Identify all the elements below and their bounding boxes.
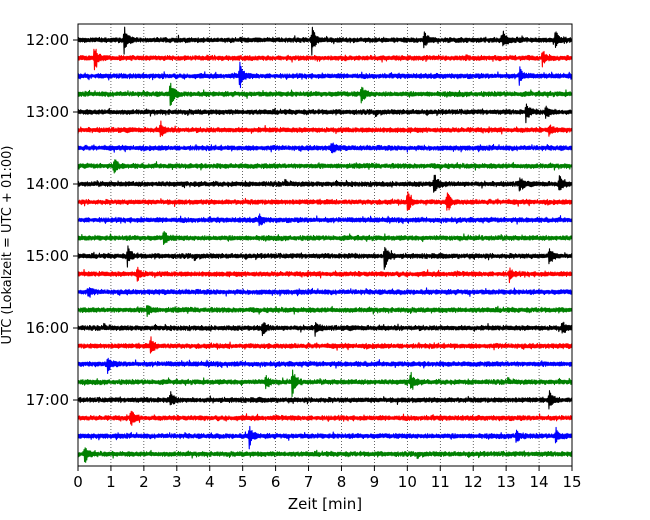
y-tick-label-1: 13:00 bbox=[26, 103, 69, 121]
x-tick-label-1: 1 bbox=[106, 473, 116, 491]
trace-row-10 bbox=[77, 213, 573, 227]
trace-row-2 bbox=[77, 61, 573, 89]
x-tick-label-5: 5 bbox=[238, 473, 248, 491]
trace-row-23 bbox=[77, 447, 573, 463]
trace-group bbox=[77, 26, 573, 463]
y-tick-label-2: 14:00 bbox=[26, 175, 69, 193]
trace-row-16 bbox=[77, 321, 573, 337]
trace-row-13 bbox=[77, 266, 573, 284]
trace-row-1 bbox=[77, 48, 573, 71]
trace-row-5 bbox=[77, 120, 573, 138]
trace-row-14 bbox=[77, 287, 573, 298]
y-axis-label: UTC (Lokalzeit = UTC + 01:00) bbox=[0, 146, 15, 345]
trace-row-9 bbox=[77, 191, 573, 211]
x-tick-label-3: 3 bbox=[172, 473, 182, 491]
y-tick-label-4: 16:00 bbox=[26, 319, 69, 337]
x-tick-label-15: 15 bbox=[562, 473, 581, 491]
x-tick-label-7: 7 bbox=[304, 473, 314, 491]
trace-row-3 bbox=[77, 82, 573, 107]
trace-row-4 bbox=[77, 103, 573, 124]
trace-row-0 bbox=[77, 26, 573, 56]
y-tick-label-5: 17:00 bbox=[26, 391, 69, 409]
x-tick-label-4: 4 bbox=[205, 473, 215, 491]
x-tick-label-0: 0 bbox=[73, 473, 83, 491]
x-tick-label-8: 8 bbox=[337, 473, 347, 491]
plot-frame bbox=[77, 23, 573, 467]
trace-row-11 bbox=[77, 230, 573, 246]
x-tick-label-14: 14 bbox=[530, 473, 549, 491]
x-tick-label-13: 13 bbox=[497, 473, 516, 491]
trace-row-21 bbox=[77, 410, 573, 426]
trace-row-22 bbox=[77, 425, 573, 450]
trace-row-17 bbox=[77, 336, 573, 354]
x-tick-label-11: 11 bbox=[431, 473, 450, 491]
trace-row-12 bbox=[77, 245, 573, 270]
trace-row-6 bbox=[77, 142, 573, 154]
y-tick-label-3: 15:00 bbox=[26, 247, 69, 265]
x-tick-label-9: 9 bbox=[370, 473, 380, 491]
x-tick-label-2: 2 bbox=[139, 473, 149, 491]
trace-row-7 bbox=[77, 159, 573, 174]
x-axis-ticks: 0 1 2 3 4 5 6 7 8 9 10 11 12 13 14 15 bbox=[73, 466, 582, 491]
trace-row-20 bbox=[77, 390, 573, 410]
x-tick-label-6: 6 bbox=[271, 473, 281, 491]
y-tick-label-0: 12:00 bbox=[26, 31, 69, 49]
trace-row-8 bbox=[77, 174, 573, 193]
x-tick-label-10: 10 bbox=[398, 473, 417, 491]
trace-row-19 bbox=[77, 369, 573, 398]
x-axis-label: Zeit [min] bbox=[288, 495, 362, 513]
trace-row-15 bbox=[77, 305, 573, 318]
x-tick-label-12: 12 bbox=[464, 473, 483, 491]
y-axis-ticks: 12:00 13:00 14:00 15:00 16:00 17:00 bbox=[26, 31, 78, 409]
trace-row-18 bbox=[77, 357, 573, 374]
